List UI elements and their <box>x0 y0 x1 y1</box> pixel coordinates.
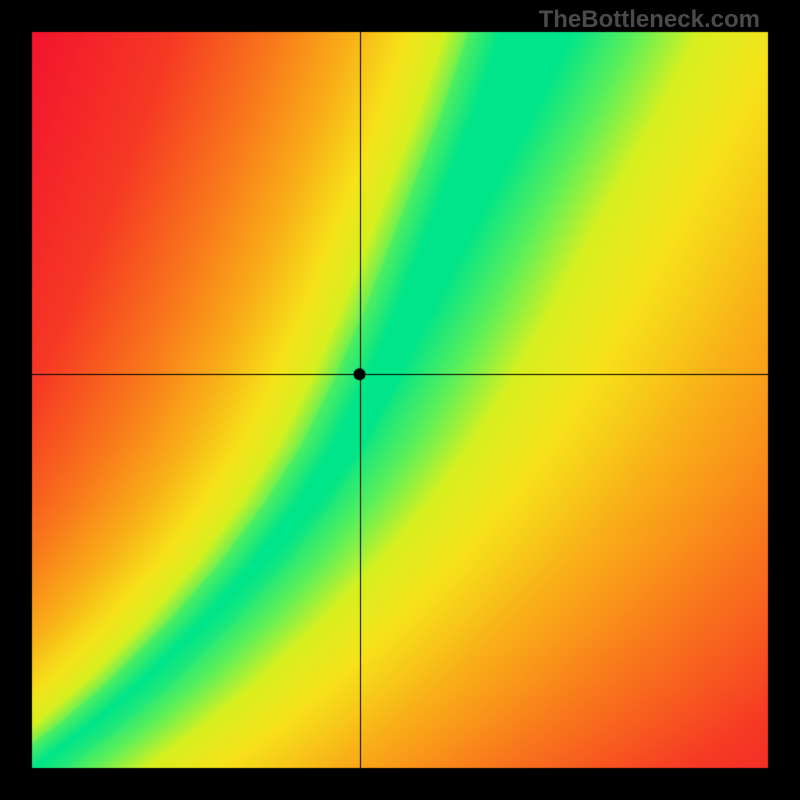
watermark-text: TheBottleneck.com <box>539 6 760 34</box>
bottleneck-heatmap <box>0 0 800 800</box>
